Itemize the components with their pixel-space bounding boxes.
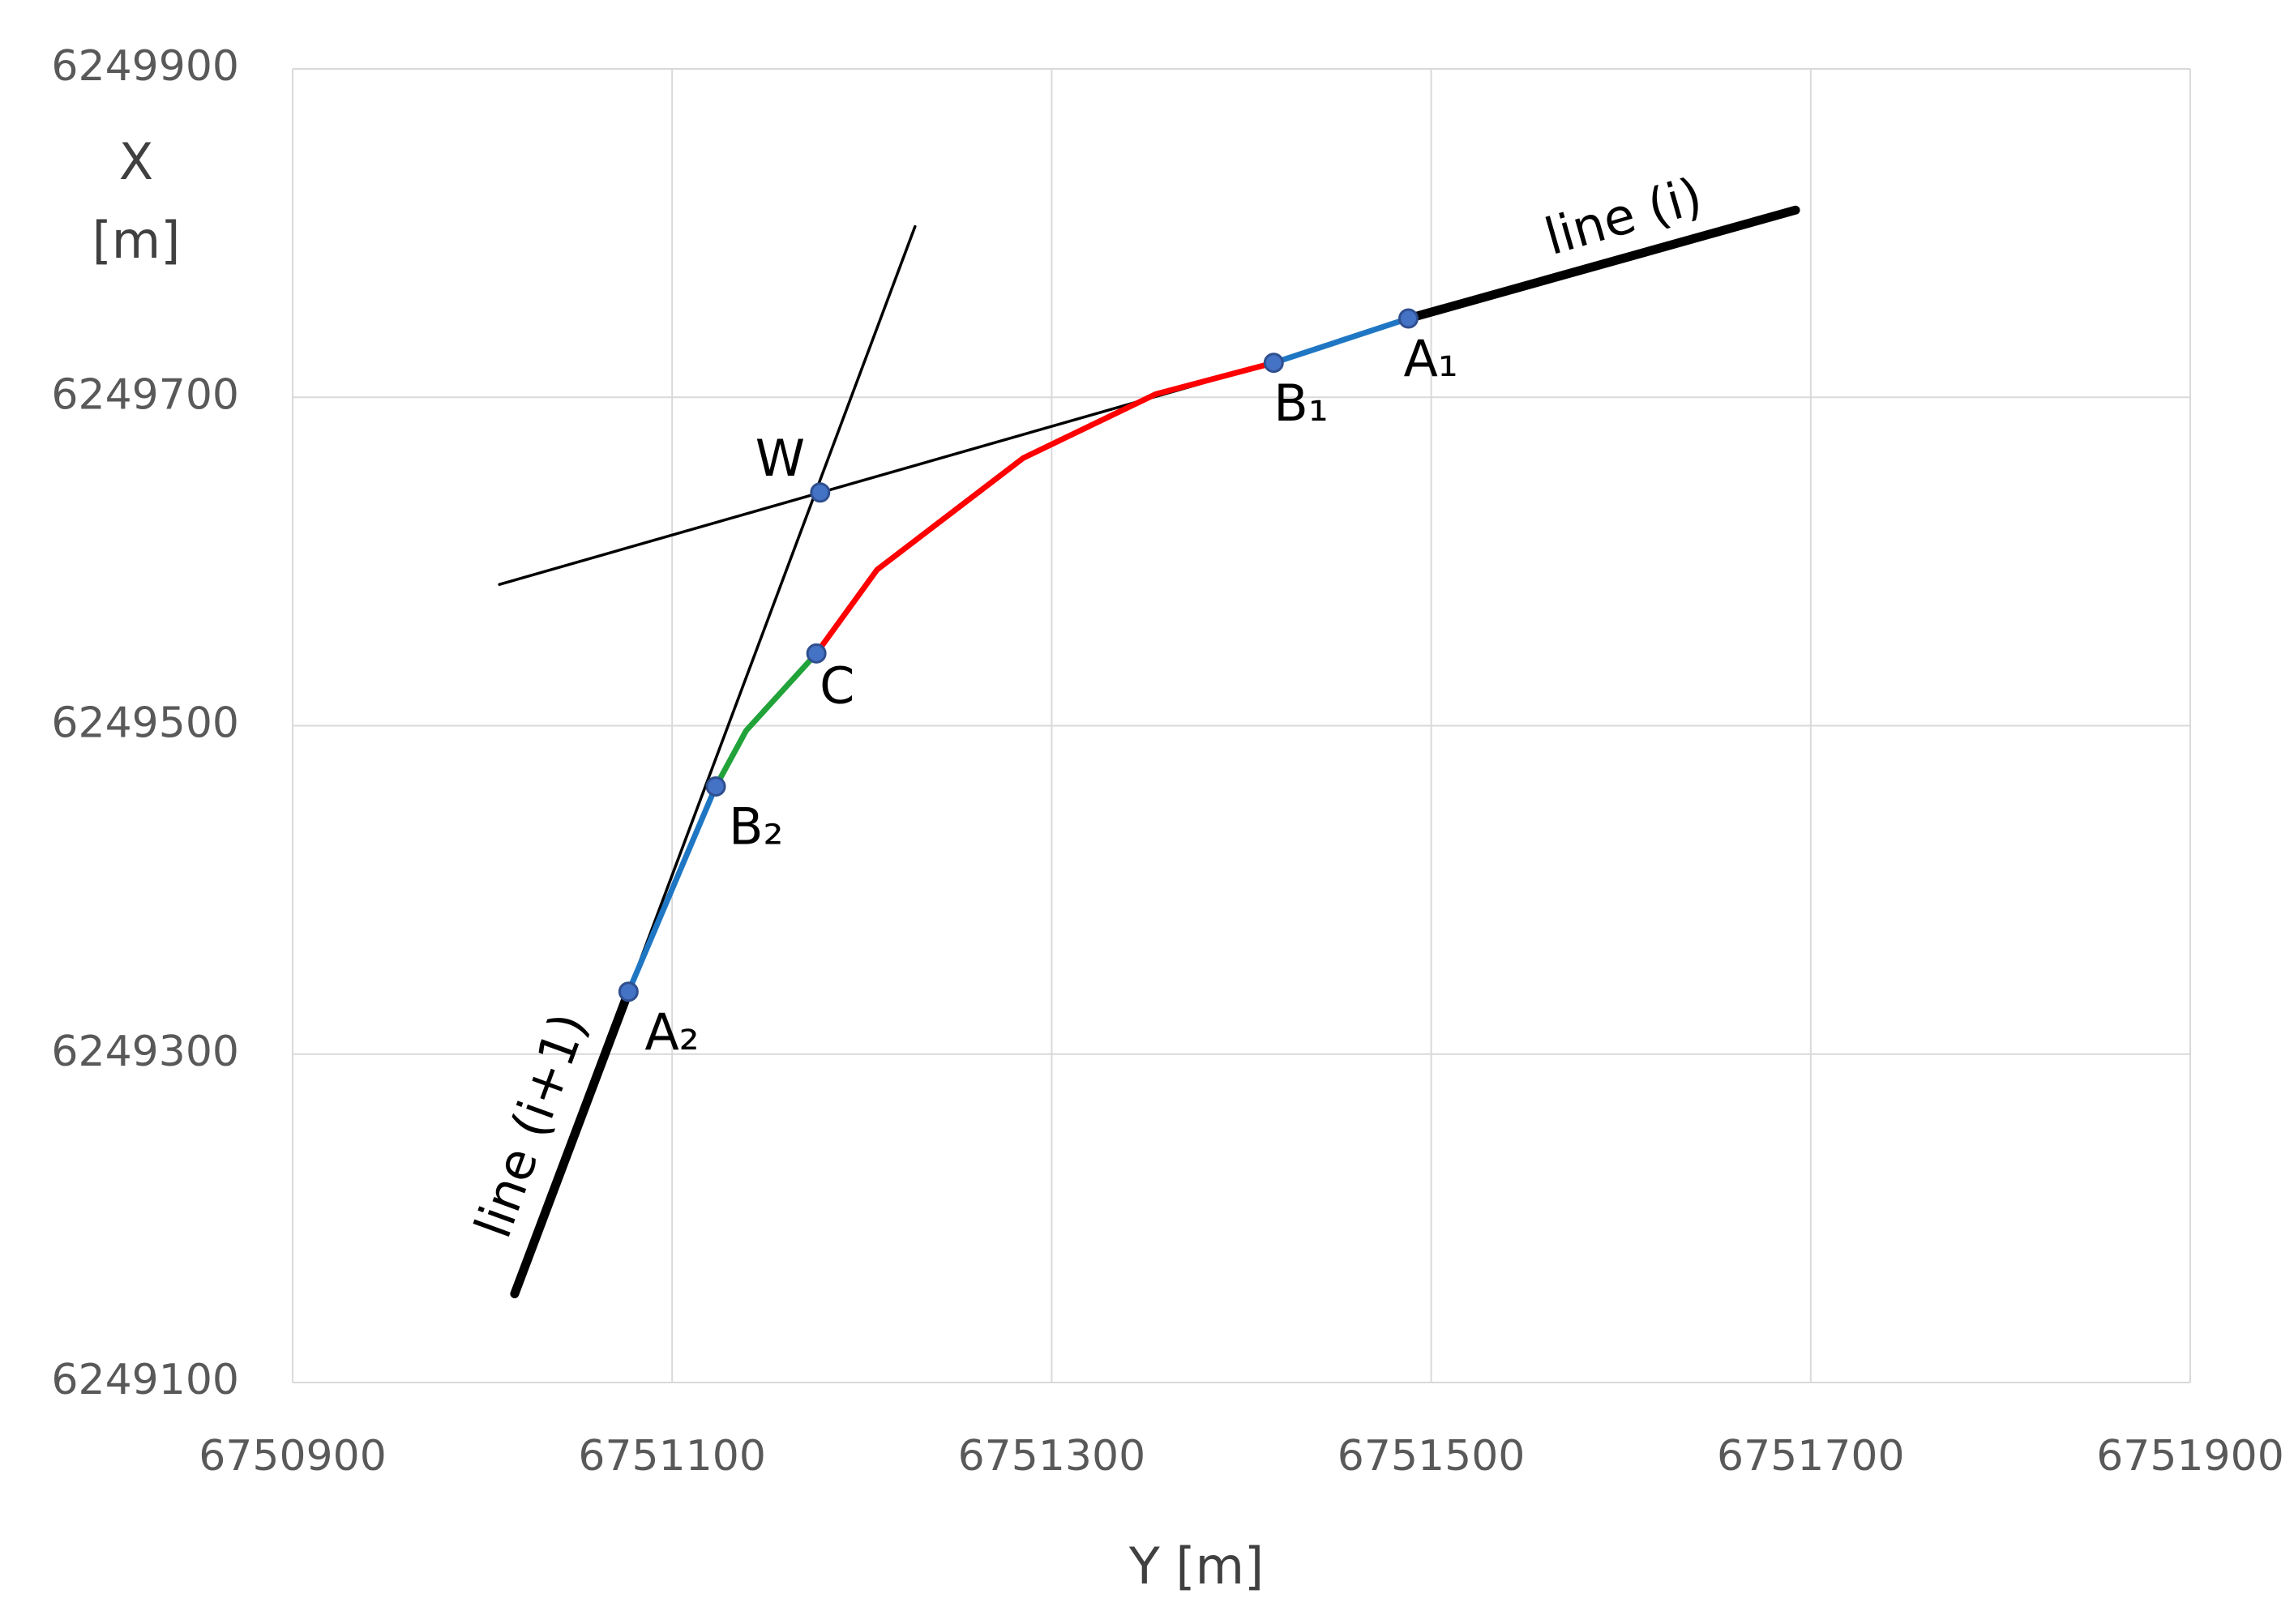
x-tick-label: 6751900: [2096, 1432, 2284, 1481]
x-tick-label: 6751700: [1717, 1432, 1905, 1481]
point-label: W: [755, 429, 805, 488]
y-tick-label: 6249100: [51, 1356, 239, 1404]
annotation: line (i): [1539, 166, 1709, 267]
line-series: [627, 224, 917, 994]
line-series: [510, 987, 633, 1299]
x-tick-label: 6751300: [958, 1432, 1146, 1481]
y-tick-label: 6249300: [51, 1028, 239, 1076]
line-series: [813, 360, 1277, 656]
point-label: C: [820, 656, 854, 715]
point: [810, 482, 831, 503]
line-series: [625, 783, 719, 995]
point: [1398, 308, 1419, 329]
y-tick-label: 6249700: [51, 370, 239, 419]
line-series: [1404, 205, 1800, 323]
y-axis-label: [m]: [92, 211, 181, 270]
point-label: A₁: [1404, 329, 1458, 388]
point: [806, 643, 827, 664]
y-tick-label: 6249500: [51, 699, 239, 748]
y-tick-label: 6249900: [51, 42, 239, 91]
x-tick-label: 6750900: [199, 1432, 387, 1481]
y-axis-label: X: [119, 132, 153, 191]
point: [1263, 353, 1284, 374]
line-series: [1270, 315, 1412, 366]
point: [618, 981, 639, 1002]
point: [705, 776, 726, 797]
point-label: B₁: [1273, 374, 1328, 433]
x-axis-label: Y [m]: [1128, 1536, 1264, 1596]
x-tick-label: 6751500: [1337, 1432, 1526, 1481]
line-series: [713, 650, 820, 789]
point-label: B₂: [729, 797, 783, 857]
x-tick-label: 6751100: [578, 1432, 766, 1481]
point-label: A₂: [644, 1002, 699, 1062]
